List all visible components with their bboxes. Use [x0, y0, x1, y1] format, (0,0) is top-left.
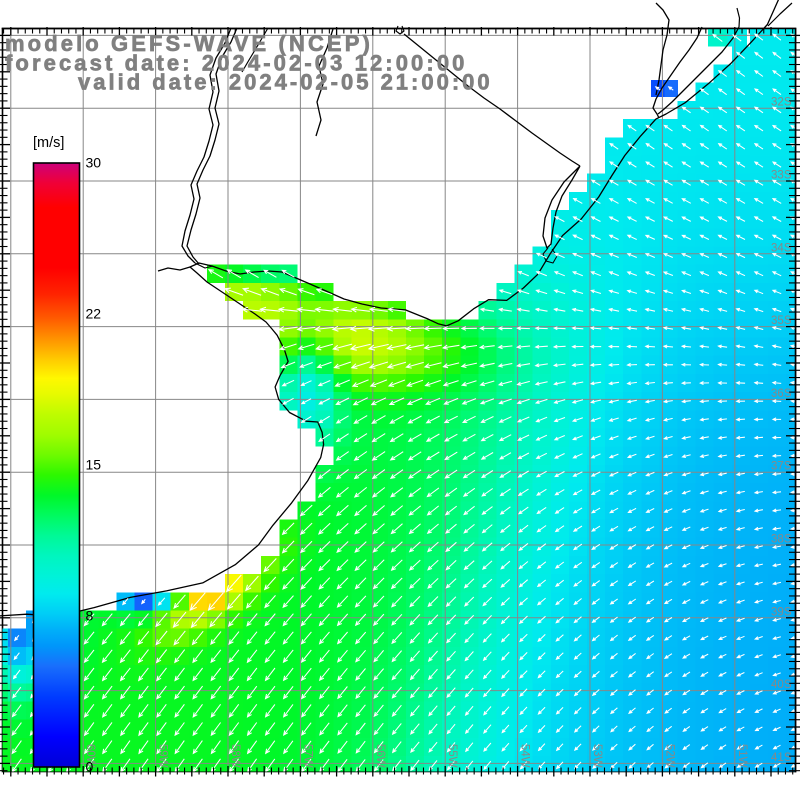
- svg-text:52W: 52W: [663, 744, 675, 768]
- svg-text:22: 22: [86, 306, 102, 322]
- svg-text:39S: 39S: [771, 606, 792, 618]
- svg-text:59W: 59W: [157, 744, 169, 768]
- svg-text:55W: 55W: [446, 744, 458, 768]
- svg-text:56W: 56W: [374, 744, 386, 768]
- svg-text:57W: 57W: [301, 744, 313, 768]
- svg-text:32S: 32S: [771, 97, 792, 109]
- svg-text:41S: 41S: [771, 752, 792, 764]
- svg-text:58W: 58W: [229, 744, 241, 768]
- svg-text:37S: 37S: [771, 461, 792, 473]
- svg-text:forecast date: 2024-02-03 12:0: forecast date: 2024-02-03 12:00:00: [5, 51, 468, 76]
- svg-text:34S: 34S: [771, 242, 792, 254]
- svg-text:40S: 40S: [771, 679, 792, 691]
- svg-text:15: 15: [86, 457, 102, 473]
- svg-text:36S: 36S: [771, 388, 792, 400]
- svg-text:33S: 33S: [771, 170, 792, 182]
- svg-text:35S: 35S: [771, 315, 792, 327]
- svg-text:38S: 38S: [771, 534, 792, 546]
- svg-text:valid date: 2024-02-05 21:00:0: valid date: 2024-02-05 21:00:00: [78, 70, 493, 95]
- svg-text:8: 8: [86, 608, 94, 624]
- svg-text:0: 0: [86, 759, 94, 775]
- svg-text:[m/s]: [m/s]: [33, 135, 64, 151]
- svg-text:modelo GEFS-WAVE (NCEP): modelo GEFS-WAVE (NCEP): [5, 31, 373, 56]
- svg-text:51W: 51W: [736, 744, 748, 768]
- svg-text:54W: 54W: [519, 744, 531, 768]
- svg-text:53W: 53W: [591, 744, 603, 768]
- svg-text:30: 30: [86, 155, 102, 171]
- svg-text:60W: 60W: [84, 744, 96, 768]
